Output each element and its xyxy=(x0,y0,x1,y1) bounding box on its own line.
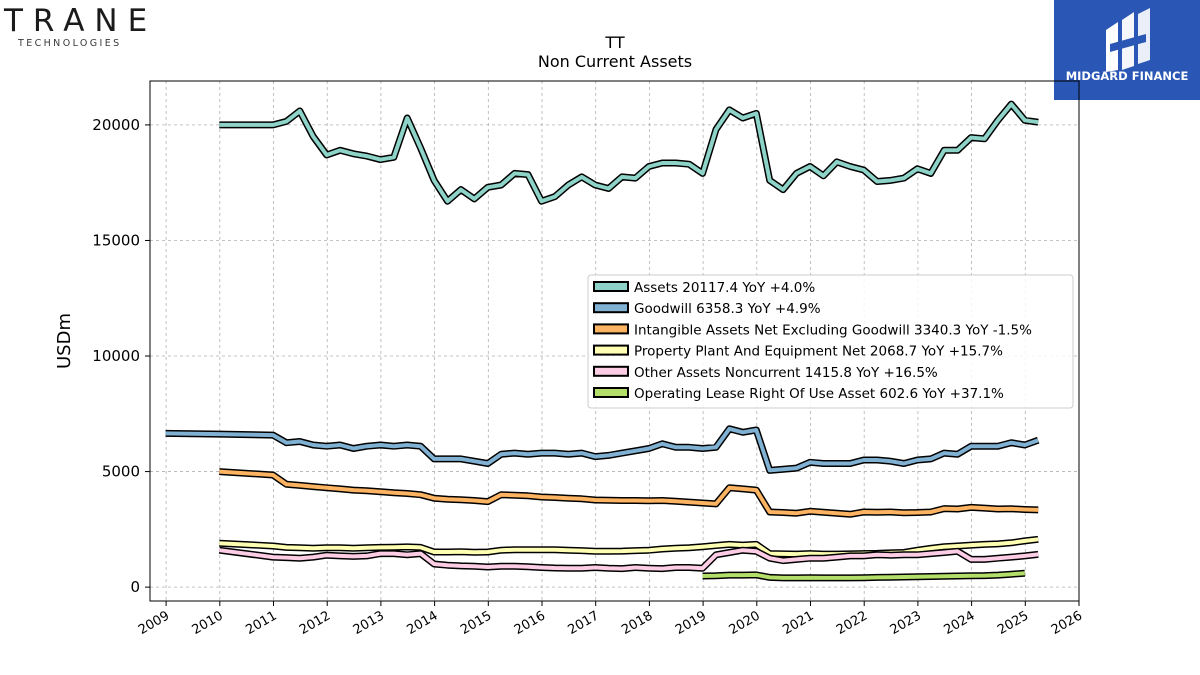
series-group xyxy=(218,546,1039,573)
brand-logo: MIDGARD FINANCE xyxy=(1054,0,1200,100)
series-line xyxy=(219,548,1039,571)
x-tick-label: 2024 xyxy=(941,608,977,638)
company-logo-subtext: TECHNOLOGIES xyxy=(17,38,122,49)
company-logo-wordmark: TRANE xyxy=(3,3,157,39)
brand-logo-graphic: MIDGARD FINANCE xyxy=(1066,8,1189,83)
brand-logo-emblem-icon xyxy=(1106,8,1150,72)
y-tick-label: 5000 xyxy=(102,463,140,481)
legend-box xyxy=(587,274,1074,409)
legend-label: Property Plant And Equipment Net 2068.7 … xyxy=(634,344,1003,360)
y-tick-label: 10000 xyxy=(92,347,140,365)
y-tick-label: 20000 xyxy=(92,116,140,134)
series-group xyxy=(219,100,1039,205)
x-tick-label: 2020 xyxy=(727,608,763,638)
x-tick-label: 2016 xyxy=(512,608,548,638)
legend-swatch xyxy=(593,365,629,377)
y-tick-label: 0 xyxy=(130,578,140,596)
x-axis-ticks: 2009 2010 2011 2012 2013 2014 2015 2016 2017 2018… xyxy=(136,601,1085,638)
chart-subtitle: Non Current Assets xyxy=(538,52,692,71)
x-tick-label: 2015 xyxy=(458,608,494,638)
x-tick-label: 2017 xyxy=(566,608,602,638)
x-tick-label: 2010 xyxy=(190,608,226,638)
legend-label: Other Assets Noncurrent 1415.8 YoY +16.5… xyxy=(634,365,938,381)
series-group xyxy=(219,468,1039,518)
x-tick-label: 2019 xyxy=(673,608,709,638)
y-axis-label: USDm xyxy=(54,313,75,369)
legend-swatch xyxy=(593,344,629,356)
y-axis-ticks: 0 5000 10000 15000 20000 xyxy=(92,116,150,596)
y-tick-label: 15000 xyxy=(92,231,140,249)
x-tick-label: 2012 xyxy=(297,608,333,638)
series-line xyxy=(702,571,1025,580)
series-line-outline xyxy=(219,468,1039,518)
legend-swatch xyxy=(593,323,629,335)
company-logo: TRANE TECHNOLOGIES xyxy=(0,0,175,60)
series-group xyxy=(165,425,1040,474)
series-line xyxy=(165,426,1039,473)
x-tick-label: 2025 xyxy=(995,608,1031,638)
x-tick-label: 2026 xyxy=(1049,608,1085,638)
x-tick-label: 2021 xyxy=(780,608,816,638)
plot-frame xyxy=(149,80,1080,602)
legend-swatch xyxy=(593,281,629,292)
legend-swatch xyxy=(593,302,629,314)
brand-logo-text: MIDGARD FINANCE xyxy=(1066,69,1189,83)
legend-label: Goodwill 6358.3 YoY +4.9% xyxy=(634,301,821,317)
chart-title: TT xyxy=(604,33,624,52)
legend-label: Intangible Assets Net Excluding Goodwill… xyxy=(634,322,1032,338)
series-line xyxy=(219,102,1039,204)
x-tick-label: 2011 xyxy=(243,608,279,638)
legend-label: Operating Lease Right Of Use Asset 602.6… xyxy=(634,386,1004,402)
x-tick-label: 2009 xyxy=(136,608,172,638)
x-tick-label: 2018 xyxy=(619,608,655,638)
x-tick-label: 2014 xyxy=(404,608,440,638)
x-tick-label: 2013 xyxy=(351,608,387,638)
series-lines xyxy=(165,100,1040,582)
company-logo-graphic: TRANE TECHNOLOGIES xyxy=(3,3,157,49)
legend: Assets 20117.4 YoY +4.0% Goodwill 6358.3 … xyxy=(587,274,1074,409)
legend-swatch xyxy=(593,387,629,398)
x-tick-label: 2022 xyxy=(834,608,870,638)
x-tick-label: 2023 xyxy=(888,608,924,638)
series-line xyxy=(219,469,1039,517)
legend-label: Assets 20117.4 YoY +4.0% xyxy=(634,280,815,296)
series-group xyxy=(702,569,1026,582)
